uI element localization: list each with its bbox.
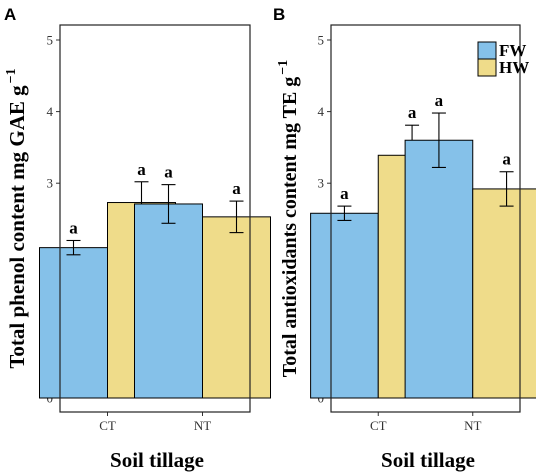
y-axis-title-superscript: −1	[276, 60, 291, 75]
significance-label: a	[69, 218, 78, 237]
y-axis-title-main: Total phenol content mg GAE g	[5, 85, 29, 369]
plot-border	[330, 24, 521, 413]
legend-key-fw	[477, 41, 497, 60]
legend-key-hw	[477, 58, 497, 77]
bar-fw-nt	[134, 203, 203, 399]
y-tick-label: 3	[318, 176, 325, 191]
x-tick-label: NT	[464, 418, 481, 433]
x-axis-title: Soil tillage	[110, 448, 204, 472]
y-axis-title-main: Total antioxidants content mg TE g	[279, 77, 301, 378]
bar-fw-ct	[39, 247, 108, 399]
plot-border	[59, 24, 251, 413]
x-tick-label: NT	[194, 418, 211, 433]
y-axis-title-superscript: −1	[4, 68, 19, 83]
bar-hw-nt	[202, 216, 271, 399]
x-tick-label: CT	[99, 418, 116, 433]
significance-label: a	[502, 150, 511, 169]
bar-fw-nt	[404, 139, 474, 399]
y-axis-title: Total phenol content mg GAE g −1	[4, 68, 29, 368]
x-tick-label: CT	[370, 418, 387, 433]
y-tick-label: 5	[318, 33, 325, 48]
legend-label-hw: HW	[499, 58, 529, 77]
significance-label: a	[164, 163, 173, 182]
significance-label: a	[408, 103, 417, 122]
panel-a: A012345CTaaNTaaTotal phenol content mg G…	[4, 5, 271, 472]
bar-hw-nt	[472, 188, 536, 399]
y-axis-title: Total antioxidants content mg TE g −1	[276, 60, 301, 378]
y-tick-label: 4	[47, 104, 54, 119]
y-tick-label: 3	[47, 176, 54, 191]
significance-label: a	[232, 179, 241, 198]
legend-label-fw: FW	[499, 41, 526, 60]
panel-label: B	[273, 5, 285, 24]
significance-label: a	[137, 160, 146, 179]
bar-fw-ct	[310, 212, 379, 399]
panel-b: B012345CTaaNTaaTotal antioxidants conten…	[273, 5, 536, 472]
x-axis-title: Soil tillage	[381, 448, 475, 472]
y-tick-label: 4	[318, 104, 325, 119]
significance-label: a	[435, 91, 444, 110]
y-tick-label: 5	[47, 33, 54, 48]
panel-label: A	[4, 5, 16, 24]
significance-label: a	[340, 184, 349, 203]
